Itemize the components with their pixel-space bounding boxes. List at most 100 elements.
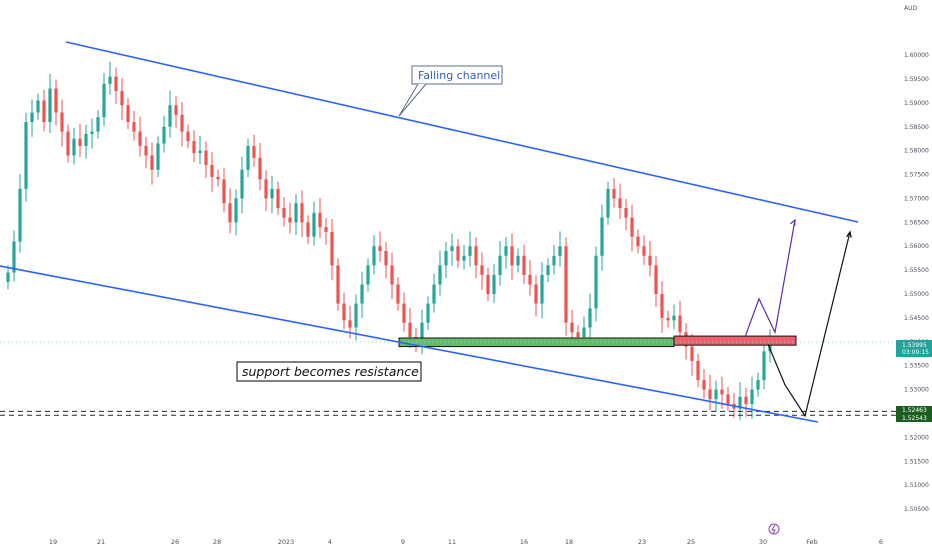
candle-body	[342, 303, 346, 321]
lightning-icon[interactable]	[768, 523, 780, 535]
x-tick-label: 16	[520, 538, 528, 546]
candle-body	[96, 117, 100, 132]
x-tick-label: 9	[401, 538, 405, 546]
candle-body	[438, 265, 442, 285]
candle-body	[252, 145, 256, 158]
candle-body	[516, 255, 520, 266]
candle-body	[240, 169, 244, 199]
candle-body	[480, 265, 484, 275]
arrowhead	[846, 230, 852, 238]
x-tick-label: 21	[97, 538, 105, 546]
candle-body	[432, 284, 436, 304]
candle-body	[276, 188, 280, 209]
candle-body	[678, 315, 682, 333]
candle-body	[324, 227, 328, 232]
candle-body	[468, 246, 472, 256]
candle-body	[222, 179, 226, 204]
y-tick-label: 1.50500	[904, 506, 929, 513]
candle-body	[534, 284, 538, 304]
candle-body	[588, 308, 592, 328]
x-tick-label: 30	[759, 538, 767, 546]
candle-body	[444, 251, 448, 266]
candle-body	[258, 157, 262, 180]
candle-body	[552, 255, 556, 266]
candle-body	[78, 138, 82, 146]
candle-body	[120, 90, 124, 106]
y-tick-label: 1.51500	[904, 458, 929, 465]
arrowhead	[790, 218, 796, 226]
candle-body	[174, 105, 178, 115]
candle-body	[84, 133, 88, 146]
candle-body	[648, 255, 652, 266]
x-tick-label: 4	[328, 538, 332, 546]
candle-body	[618, 198, 622, 209]
candle-body	[624, 208, 628, 218]
candle-body	[546, 265, 550, 275]
level-tag-1: 1.52463	[902, 407, 927, 414]
price-tags: 1.53995 03:09:15 1.52463 1.52543	[896, 340, 932, 422]
y-tick-label: 1.59000	[904, 100, 929, 107]
candle-body	[168, 105, 172, 127]
candle-body	[204, 150, 208, 166]
candle-body	[282, 208, 286, 218]
candle-body	[504, 246, 508, 256]
candle-body	[528, 274, 532, 285]
candle-body	[30, 112, 34, 123]
y-tick-label: 1.52000	[904, 434, 929, 441]
falling-channel	[0, 41, 859, 423]
candle-body	[90, 131, 94, 134]
candle-body	[744, 396, 748, 404]
candle-body	[246, 145, 250, 170]
candle-body	[636, 236, 640, 247]
candle-body	[360, 284, 364, 304]
candle-body	[708, 389, 712, 400]
candle-body	[642, 246, 646, 256]
candle-body	[702, 380, 706, 390]
purple-projection-path	[744, 219, 796, 338]
candle-body	[198, 150, 202, 154]
candle-body	[144, 145, 148, 156]
candle-body	[660, 294, 664, 318]
candle-body	[306, 222, 310, 237]
candle-body	[12, 241, 16, 273]
candle-body	[462, 255, 466, 261]
projection-paths	[744, 218, 852, 418]
candle-body	[6, 272, 10, 283]
candle-body	[336, 265, 340, 304]
currency-label: AUD	[904, 5, 917, 12]
candle-body	[720, 389, 724, 395]
candle-body	[738, 396, 742, 409]
candle-body	[366, 265, 370, 285]
candle-body	[600, 217, 604, 256]
candle-body	[228, 203, 232, 223]
candle-body	[426, 303, 430, 323]
candle-body	[378, 246, 382, 252]
y-tick-label: 1.53000	[904, 387, 929, 394]
x-tick-label: 11	[448, 538, 456, 546]
support-label: support becomes resistance	[242, 364, 419, 379]
candle-body	[270, 188, 274, 199]
candle-body	[354, 303, 358, 328]
y-tick-label: 1.51000	[904, 482, 929, 489]
y-tick-label: 1.59500	[904, 76, 929, 83]
countdown-tag: 03:09:15	[902, 349, 929, 356]
candle-body	[714, 389, 718, 400]
candle-body	[126, 105, 130, 123]
candle-body	[372, 246, 376, 266]
y-tick-label: 1.60000	[904, 52, 929, 59]
channel-label: Falling channel	[418, 69, 500, 82]
resistance-zone	[673, 335, 797, 346]
candle-body	[654, 265, 658, 295]
candle-body	[150, 155, 154, 170]
candle-body	[330, 231, 334, 266]
candle-body	[570, 322, 574, 333]
candle-body	[390, 265, 394, 285]
y-tick-label: 1.56000	[904, 243, 929, 250]
candle-body	[558, 246, 562, 256]
candle-body	[384, 251, 388, 266]
candle-body	[450, 246, 454, 252]
y-tick-label: 1.56500	[904, 219, 929, 226]
candle-body	[606, 188, 610, 218]
candle-body	[24, 122, 28, 189]
